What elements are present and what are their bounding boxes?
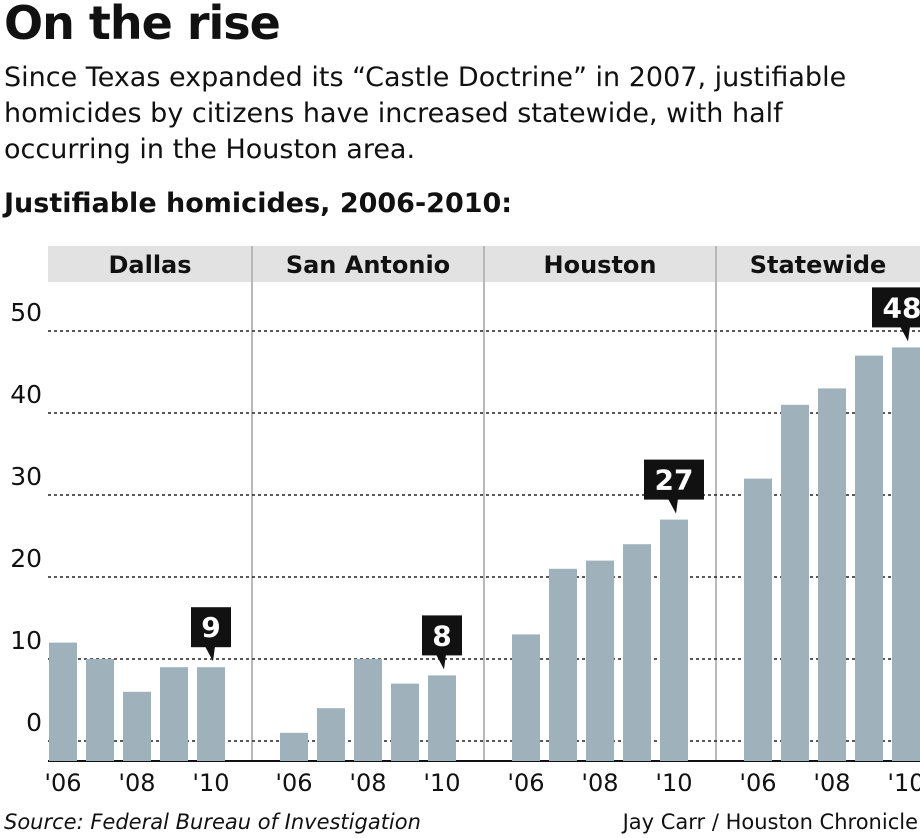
value-callout-label: 8 [432, 619, 451, 652]
bar [586, 560, 614, 761]
panel-header-san-antonio: San Antonio [286, 251, 450, 279]
y-tick-label: 20 [10, 544, 42, 573]
y-tick-label: 30 [10, 462, 42, 491]
value-callout-box [644, 459, 704, 500]
panel-header-statewide: Statewide [750, 251, 887, 279]
bar [428, 675, 456, 761]
x-tick-label: '06 [44, 769, 81, 797]
bar [623, 544, 651, 761]
value-callout-pointer [205, 646, 215, 662]
bar [123, 691, 151, 761]
x-tick-label: '10 [887, 769, 920, 797]
value-callout-pointer [668, 498, 678, 514]
bar [280, 732, 308, 761]
bar [549, 568, 577, 761]
bar [317, 708, 345, 761]
x-tick-label: '10 [423, 769, 460, 797]
x-tick-label: '08 [581, 769, 618, 797]
value-callout-box [872, 287, 920, 328]
x-tick-label: '06 [739, 769, 776, 797]
bar [512, 634, 540, 761]
source-note: Source: Federal Bureau of Investigation [4, 810, 421, 834]
bar-chart: 0 10 20 30 40 50 Dallas '06 '08 '10 9 San Antonio '0… [10, 246, 920, 797]
bar [354, 659, 382, 761]
value-callout-pointer [436, 654, 446, 670]
bar [391, 683, 419, 761]
x-tick-label: '06 [507, 769, 544, 797]
value-callout-label: 48 [883, 291, 920, 324]
credit-note: Jay Carr / Houston Chronicle [622, 810, 918, 834]
chart-label: Justifiable homicides, 2006-2010: [4, 188, 513, 219]
y-tick-label: 0 [26, 708, 42, 737]
x-tick-label: '08 [349, 769, 386, 797]
panel-header-houston: Houston [544, 251, 657, 279]
bar [49, 642, 77, 761]
value-callout-label: 27 [655, 464, 694, 497]
value-callout-box [191, 607, 231, 648]
bar [660, 519, 688, 761]
panel-header-dallas: Dallas [108, 251, 191, 279]
bar [160, 667, 188, 761]
chart-title: On the rise [4, 0, 281, 50]
x-tick-label: '10 [655, 769, 692, 797]
bar [892, 347, 920, 761]
x-tick-label: '08 [118, 769, 155, 797]
y-tick-label: 50 [10, 298, 42, 327]
value-callout-label: 9 [201, 611, 220, 644]
bar [818, 388, 846, 761]
bar [744, 478, 772, 761]
chart-subtitle: Since Texas expanded its “Castle Doctrin… [4, 62, 847, 165]
y-tick-label: 10 [10, 626, 42, 655]
x-tick-label: '08 [813, 769, 850, 797]
value-callout-pointer [900, 326, 910, 342]
bar [781, 404, 809, 761]
x-tick-label: '10 [192, 769, 229, 797]
x-tick-label: '06 [275, 769, 312, 797]
bar [197, 667, 225, 761]
value-callout-box [422, 615, 462, 656]
bar [86, 659, 114, 761]
bar [855, 355, 883, 761]
y-tick-label: 40 [10, 380, 42, 409]
